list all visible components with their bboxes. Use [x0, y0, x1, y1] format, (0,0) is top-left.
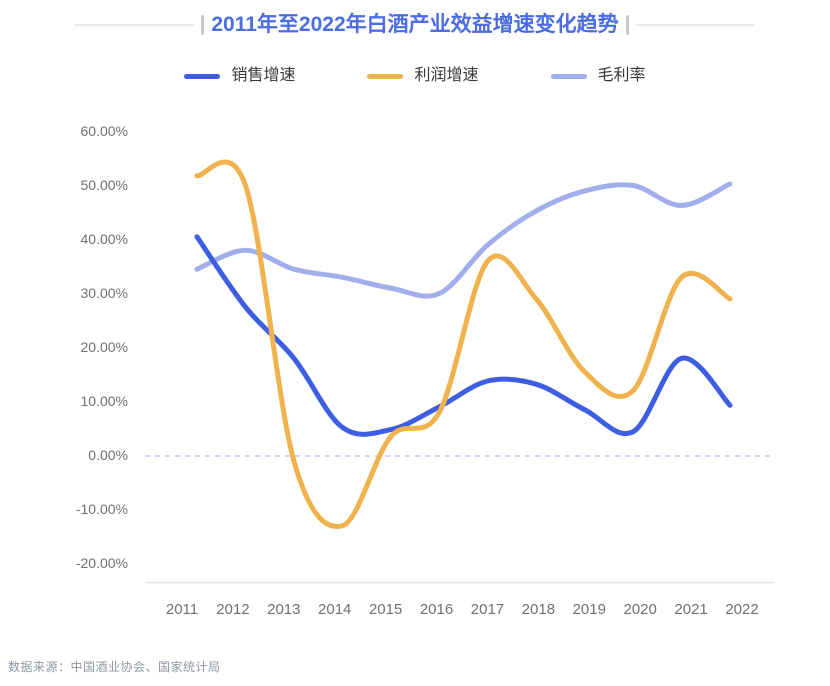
x-axis-label: 2021: [674, 601, 708, 618]
x-axis-label: 2022: [725, 601, 759, 618]
x-axis-label: 2017: [470, 601, 505, 618]
title-rule-right: [635, 23, 755, 26]
legend: 销售增速 利润增速 毛利率: [0, 63, 830, 89]
title-tick-right: [625, 14, 629, 35]
legend-label: 销售增速: [231, 67, 296, 84]
legend-label: 毛利率: [597, 67, 646, 84]
title-row: 2011年至2022年白酒产业效益增速变化趋势: [75, 11, 755, 38]
x-axis-label: 2013: [267, 601, 301, 618]
x-axis-label: 2015: [368, 601, 403, 618]
legend-swatch-icon: [550, 73, 587, 79]
series-line-profit-growth: [194, 159, 733, 529]
x-axis-label: 2020: [623, 601, 657, 618]
title-rule-left: [75, 23, 195, 26]
series-line-sales-growth: [194, 234, 733, 437]
x-axis-label: 2016: [419, 601, 454, 618]
y-axis-label: 10.00%: [80, 393, 128, 409]
x-axis-label: 2018: [521, 601, 556, 618]
series-line-gross-margin: [194, 181, 733, 299]
title-tick-left: [201, 14, 205, 35]
y-axis-label: 40.00%: [80, 231, 128, 247]
y-axis-label: 60.00%: [80, 123, 128, 139]
x-axis-label: 2019: [572, 601, 606, 618]
x-axis-label: 2011: [165, 601, 199, 618]
data-source-note: 数据来源：中国酒业协会、国家统计局: [8, 660, 221, 674]
y-axis-label: -10.00%: [75, 501, 128, 517]
legend-item-1[interactable]: 利润增速: [367, 67, 479, 85]
legend-item-2[interactable]: 毛利率: [550, 67, 646, 85]
legend-label: 利润增速: [414, 67, 479, 84]
y-axis-label: -20.00%: [75, 555, 128, 571]
x-axis-label: 2012: [216, 601, 250, 618]
y-axis-label: 20.00%: [80, 339, 128, 355]
chart-title: 2011年至2022年白酒产业效益增速变化趋势: [211, 13, 619, 36]
y-axis-label: 30.00%: [80, 285, 128, 301]
y-axis-label: 0.00%: [88, 447, 128, 463]
legend-item-0[interactable]: 销售增速: [184, 67, 295, 85]
legend-swatch-icon: [367, 73, 404, 79]
y-axis-label: 50.00%: [80, 177, 128, 193]
x-axis-label: 2014: [318, 601, 352, 618]
legend-swatch-icon: [184, 73, 221, 79]
